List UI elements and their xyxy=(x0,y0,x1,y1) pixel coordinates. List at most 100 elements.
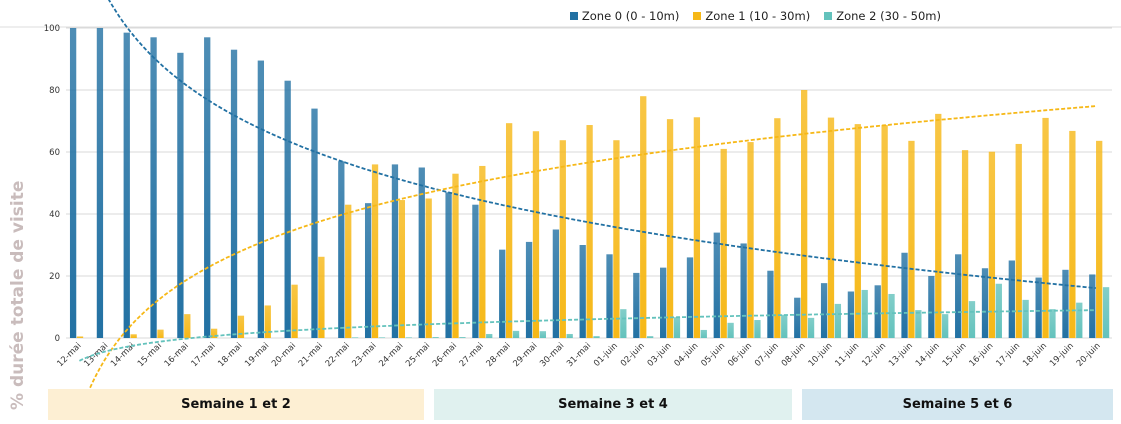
y-tick-label: 40 xyxy=(49,210,60,220)
x-tick-label: 16-mai xyxy=(163,341,191,369)
bar-zone2 xyxy=(1022,299,1029,338)
bar-zone0 xyxy=(204,37,211,339)
bar-zone2 xyxy=(620,309,627,338)
x-tick-label: 04-juin xyxy=(673,341,701,369)
x-tick-label: 18-mai xyxy=(216,341,244,369)
bar-zone0 xyxy=(955,254,962,338)
x-tick-label: 03-juin xyxy=(646,341,674,369)
bar-zone1 xyxy=(398,200,406,338)
x-tick-label: 08-juin xyxy=(780,341,808,369)
legend-swatch xyxy=(693,12,702,20)
x-tick-label: 13-mai xyxy=(82,341,110,369)
bar-zone1 xyxy=(640,96,647,338)
x-tick-label: 12-juin xyxy=(860,341,888,369)
bar-zone0 xyxy=(686,257,694,338)
y-tick-label: 100 xyxy=(44,24,60,34)
bar-zone0 xyxy=(445,192,452,338)
bar-zone2 xyxy=(754,320,761,338)
x-tick-label: 16-juin xyxy=(968,341,996,369)
y-tick-label: 60 xyxy=(49,148,60,158)
y-tick-label: 0 xyxy=(55,334,60,344)
x-tick-label: 18-juin xyxy=(1021,341,1049,369)
bar-zone0 xyxy=(901,252,908,338)
bar-zone0 xyxy=(713,232,720,338)
bar-zone1 xyxy=(184,314,191,338)
bar-zone0 xyxy=(552,229,560,338)
bar-zone1 xyxy=(1042,117,1049,339)
bar-zone2 xyxy=(968,301,976,338)
bar-zone0 xyxy=(740,243,747,338)
x-tick-label: 19-mai xyxy=(243,341,271,369)
bar-zone1 xyxy=(264,305,271,338)
x-tick-label: 26-mai xyxy=(431,341,459,369)
legend-item-zone1: Zone 1 (10 - 30m) xyxy=(693,9,810,23)
legend: Zone 0 (0 - 10m) Zone 1 (10 - 30m) Zone … xyxy=(569,9,941,23)
bar-zone2 xyxy=(646,336,654,338)
x-tick-label: 06-juin xyxy=(726,341,754,369)
bar-zone2 xyxy=(593,336,600,338)
bar-zone0 xyxy=(364,203,372,338)
bar-zone0 xyxy=(660,267,667,338)
bar-zone2 xyxy=(915,310,922,338)
week-band-1: Semaine 1 et 2 xyxy=(48,389,424,420)
bar-zone2 xyxy=(700,329,707,338)
x-tick-label: 24-mai xyxy=(377,341,405,369)
bar-zone2 xyxy=(995,283,1002,338)
week-band-2: Semaine 3 et 4 xyxy=(434,389,792,420)
x-tick-label: 11-juin xyxy=(833,341,861,369)
x-tick-label: 13-juin xyxy=(887,341,915,369)
bar-zone0 xyxy=(606,254,613,338)
bar-zone2 xyxy=(405,337,412,338)
bar-zone2 xyxy=(486,333,493,338)
bar-zone1 xyxy=(505,123,513,338)
x-tick-label: 14-juin xyxy=(914,341,942,369)
bar-zone0 xyxy=(338,161,345,338)
bar-zone0 xyxy=(284,80,291,338)
legend-label: Zone 1 (10 - 30m) xyxy=(705,9,811,23)
bar-zone2 xyxy=(1102,287,1110,338)
bar-zone1 xyxy=(237,315,245,338)
bar-zone0 xyxy=(874,285,881,338)
bar-zone0 xyxy=(311,108,318,338)
bar-zone1 xyxy=(666,119,674,338)
x-tick-label: 20-mai xyxy=(270,341,298,369)
bar-zone1 xyxy=(532,131,540,338)
bar-zone2 xyxy=(432,337,439,338)
week-band-3: Semaine 5 et 6 xyxy=(802,389,1113,420)
bar-zone1 xyxy=(908,140,915,338)
bar-zone0 xyxy=(177,52,184,339)
trendline-zone2 xyxy=(79,309,1096,362)
legend-label: Zone 2 (30 - 50m) xyxy=(836,9,941,23)
bar-zone0 xyxy=(847,291,855,338)
bar-zone1 xyxy=(801,90,808,338)
bar-zone2 xyxy=(673,317,681,338)
legend-item-zone2: Zone 2 (30 - 50m) xyxy=(824,9,941,23)
bar-zone1 xyxy=(935,113,942,339)
bar-zone2 xyxy=(378,337,386,338)
x-tick-label: 22-mai xyxy=(324,341,352,369)
bar-zone1 xyxy=(1015,143,1022,338)
bar-zone0 xyxy=(1089,274,1096,338)
x-tick-label: 21-mai xyxy=(297,341,325,369)
bar-zone0 xyxy=(230,49,238,338)
legend-swatch xyxy=(824,12,833,20)
bar-zone1 xyxy=(747,142,754,338)
bar-zone1 xyxy=(1096,140,1103,338)
bar-zone1 xyxy=(881,125,888,338)
bar-zone0 xyxy=(96,28,104,338)
bar-zone1 xyxy=(345,204,352,338)
bar-zone2 xyxy=(942,314,949,338)
x-tick-label: 29-mai xyxy=(511,341,539,369)
bar-zone0 xyxy=(418,167,425,338)
x-tick-label: 28-mai xyxy=(485,341,513,369)
bar-zone1 xyxy=(720,148,727,338)
bar-zone0 xyxy=(928,276,935,338)
bar-zone2 xyxy=(781,314,788,338)
bar-zone1 xyxy=(371,164,379,338)
bar-zone1 xyxy=(318,256,325,338)
legend-label: Zone 0 (0 - 10m) xyxy=(581,9,680,23)
bar-zone2 xyxy=(351,337,359,338)
bar-zone0 xyxy=(633,272,640,338)
bar-zone0 xyxy=(820,283,828,338)
